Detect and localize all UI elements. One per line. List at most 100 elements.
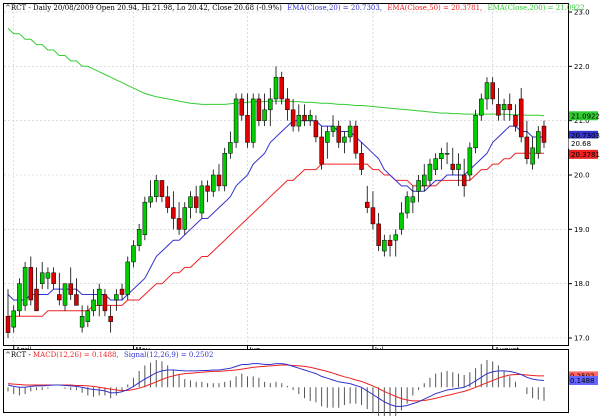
- candle-body: [17, 283, 22, 312]
- candle-body: [205, 185, 210, 192]
- price-tag-label: 20.3781: [571, 151, 600, 159]
- candle: [336, 120, 341, 148]
- candle-body: [290, 109, 296, 127]
- candle: [456, 153, 461, 186]
- candle-body: [250, 98, 256, 143]
- candle: [450, 147, 456, 175]
- candle: [262, 93, 267, 127]
- candle-body: [416, 180, 421, 192]
- candle-body: [507, 104, 513, 111]
- candle: [22, 261, 28, 311]
- candle-body: [359, 153, 364, 170]
- candle-body: [125, 261, 130, 295]
- macd-tag-box: [569, 376, 598, 386]
- candle: [444, 142, 450, 165]
- candle-body: [102, 294, 108, 312]
- macd-header-symbol: RCT: [11, 351, 27, 359]
- candle: [165, 185, 170, 214]
- macd-histogram: [7, 360, 545, 416]
- candle: [34, 267, 39, 312]
- candle: [216, 164, 222, 192]
- price-axis: 17.0 18.0 19.0 20.0 21.0 22.0 23.0: [568, 9, 590, 343]
- candle-body: [239, 98, 245, 116]
- candle: [364, 185, 370, 214]
- candle: [193, 185, 199, 214]
- candle: [199, 180, 205, 219]
- candle-body: [51, 272, 56, 284]
- candle-body: [382, 239, 387, 252]
- price-tag-box: [568, 138, 599, 149]
- candle-body: [285, 98, 290, 111]
- candle: [541, 120, 547, 148]
- candle: [479, 93, 484, 121]
- candle: [250, 93, 256, 148]
- candle: [205, 180, 210, 203]
- candle: [68, 267, 73, 300]
- candle: [507, 93, 513, 121]
- macd-panel-frame: [3, 349, 569, 413]
- candle: [353, 120, 359, 159]
- price-tick-label: 21.0: [574, 117, 590, 125]
- candle: [102, 289, 108, 317]
- price-tag-box: [569, 149, 598, 159]
- price-tick-label: 23.0: [574, 9, 590, 17]
- candle-body: [256, 98, 262, 121]
- candle: [57, 272, 62, 306]
- macd-line: [7, 363, 545, 407]
- candle: [530, 136, 535, 170]
- candle: [182, 202, 188, 235]
- candle: [376, 213, 381, 252]
- candle-body: [211, 174, 216, 192]
- macd-header-sep: -: [26, 351, 33, 359]
- candle-body: [387, 239, 393, 246]
- macd-tag-box: [569, 371, 598, 381]
- candle-body: [479, 98, 484, 116]
- signal-line: [7, 364, 544, 402]
- ema50-legend: EMA(Close,50) = 20.3781,: [387, 4, 482, 12]
- candle-body: [193, 196, 199, 208]
- candle: [296, 104, 302, 132]
- candle-body: [114, 294, 119, 301]
- candle-body: [376, 223, 381, 246]
- candle-body: [228, 142, 233, 154]
- candle-body: [530, 147, 535, 165]
- ema200-legend: EMA(Close,200) = 21.0922: [488, 4, 585, 12]
- candle-body: [136, 229, 142, 246]
- candle: [404, 191, 410, 219]
- candle-body: [142, 201, 148, 236]
- candle-body: [28, 267, 34, 301]
- candle-body: [91, 299, 96, 312]
- candle: [467, 142, 473, 181]
- price-tag-label: 21.0922: [571, 112, 600, 120]
- candle-body: [245, 114, 250, 143]
- candle: [125, 256, 130, 300]
- candle: [330, 115, 336, 137]
- candle-body: [11, 310, 16, 328]
- macd-path: [7, 363, 545, 407]
- chart-header: ^RCT - Daily 20/08/2009 Open 20.94, Hi 2…: [5, 4, 585, 12]
- candle: [233, 93, 239, 148]
- candle: [422, 164, 427, 192]
- candle: [256, 93, 262, 127]
- candle: [416, 175, 421, 203]
- candle-body: [496, 104, 501, 116]
- candle: [154, 175, 159, 203]
- candle: [51, 267, 56, 290]
- candle: [536, 126, 541, 159]
- candle-body: [22, 267, 28, 306]
- candle-body: [148, 196, 153, 203]
- candle: [159, 180, 165, 203]
- candle-body: [439, 153, 444, 159]
- candle-body: [342, 136, 347, 143]
- candle: [433, 153, 438, 175]
- candle: [211, 169, 216, 197]
- candle: [91, 289, 96, 317]
- candle: [382, 234, 387, 257]
- candle-body: [330, 125, 336, 132]
- candle-body: [364, 201, 370, 208]
- candle: [279, 71, 284, 105]
- candle: [325, 126, 330, 159]
- candle-body: [262, 109, 267, 121]
- candle: [513, 104, 518, 132]
